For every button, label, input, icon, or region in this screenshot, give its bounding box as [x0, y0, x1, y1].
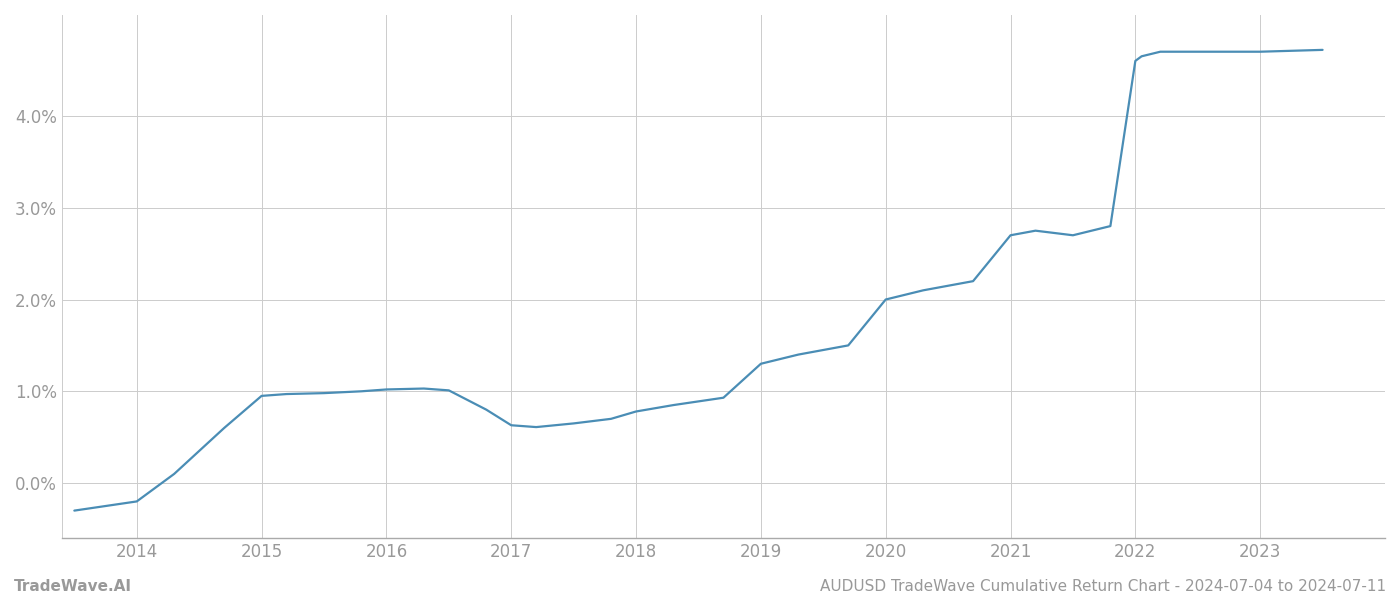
Text: AUDUSD TradeWave Cumulative Return Chart - 2024-07-04 to 2024-07-11: AUDUSD TradeWave Cumulative Return Chart… [820, 579, 1386, 594]
Text: TradeWave.AI: TradeWave.AI [14, 579, 132, 594]
